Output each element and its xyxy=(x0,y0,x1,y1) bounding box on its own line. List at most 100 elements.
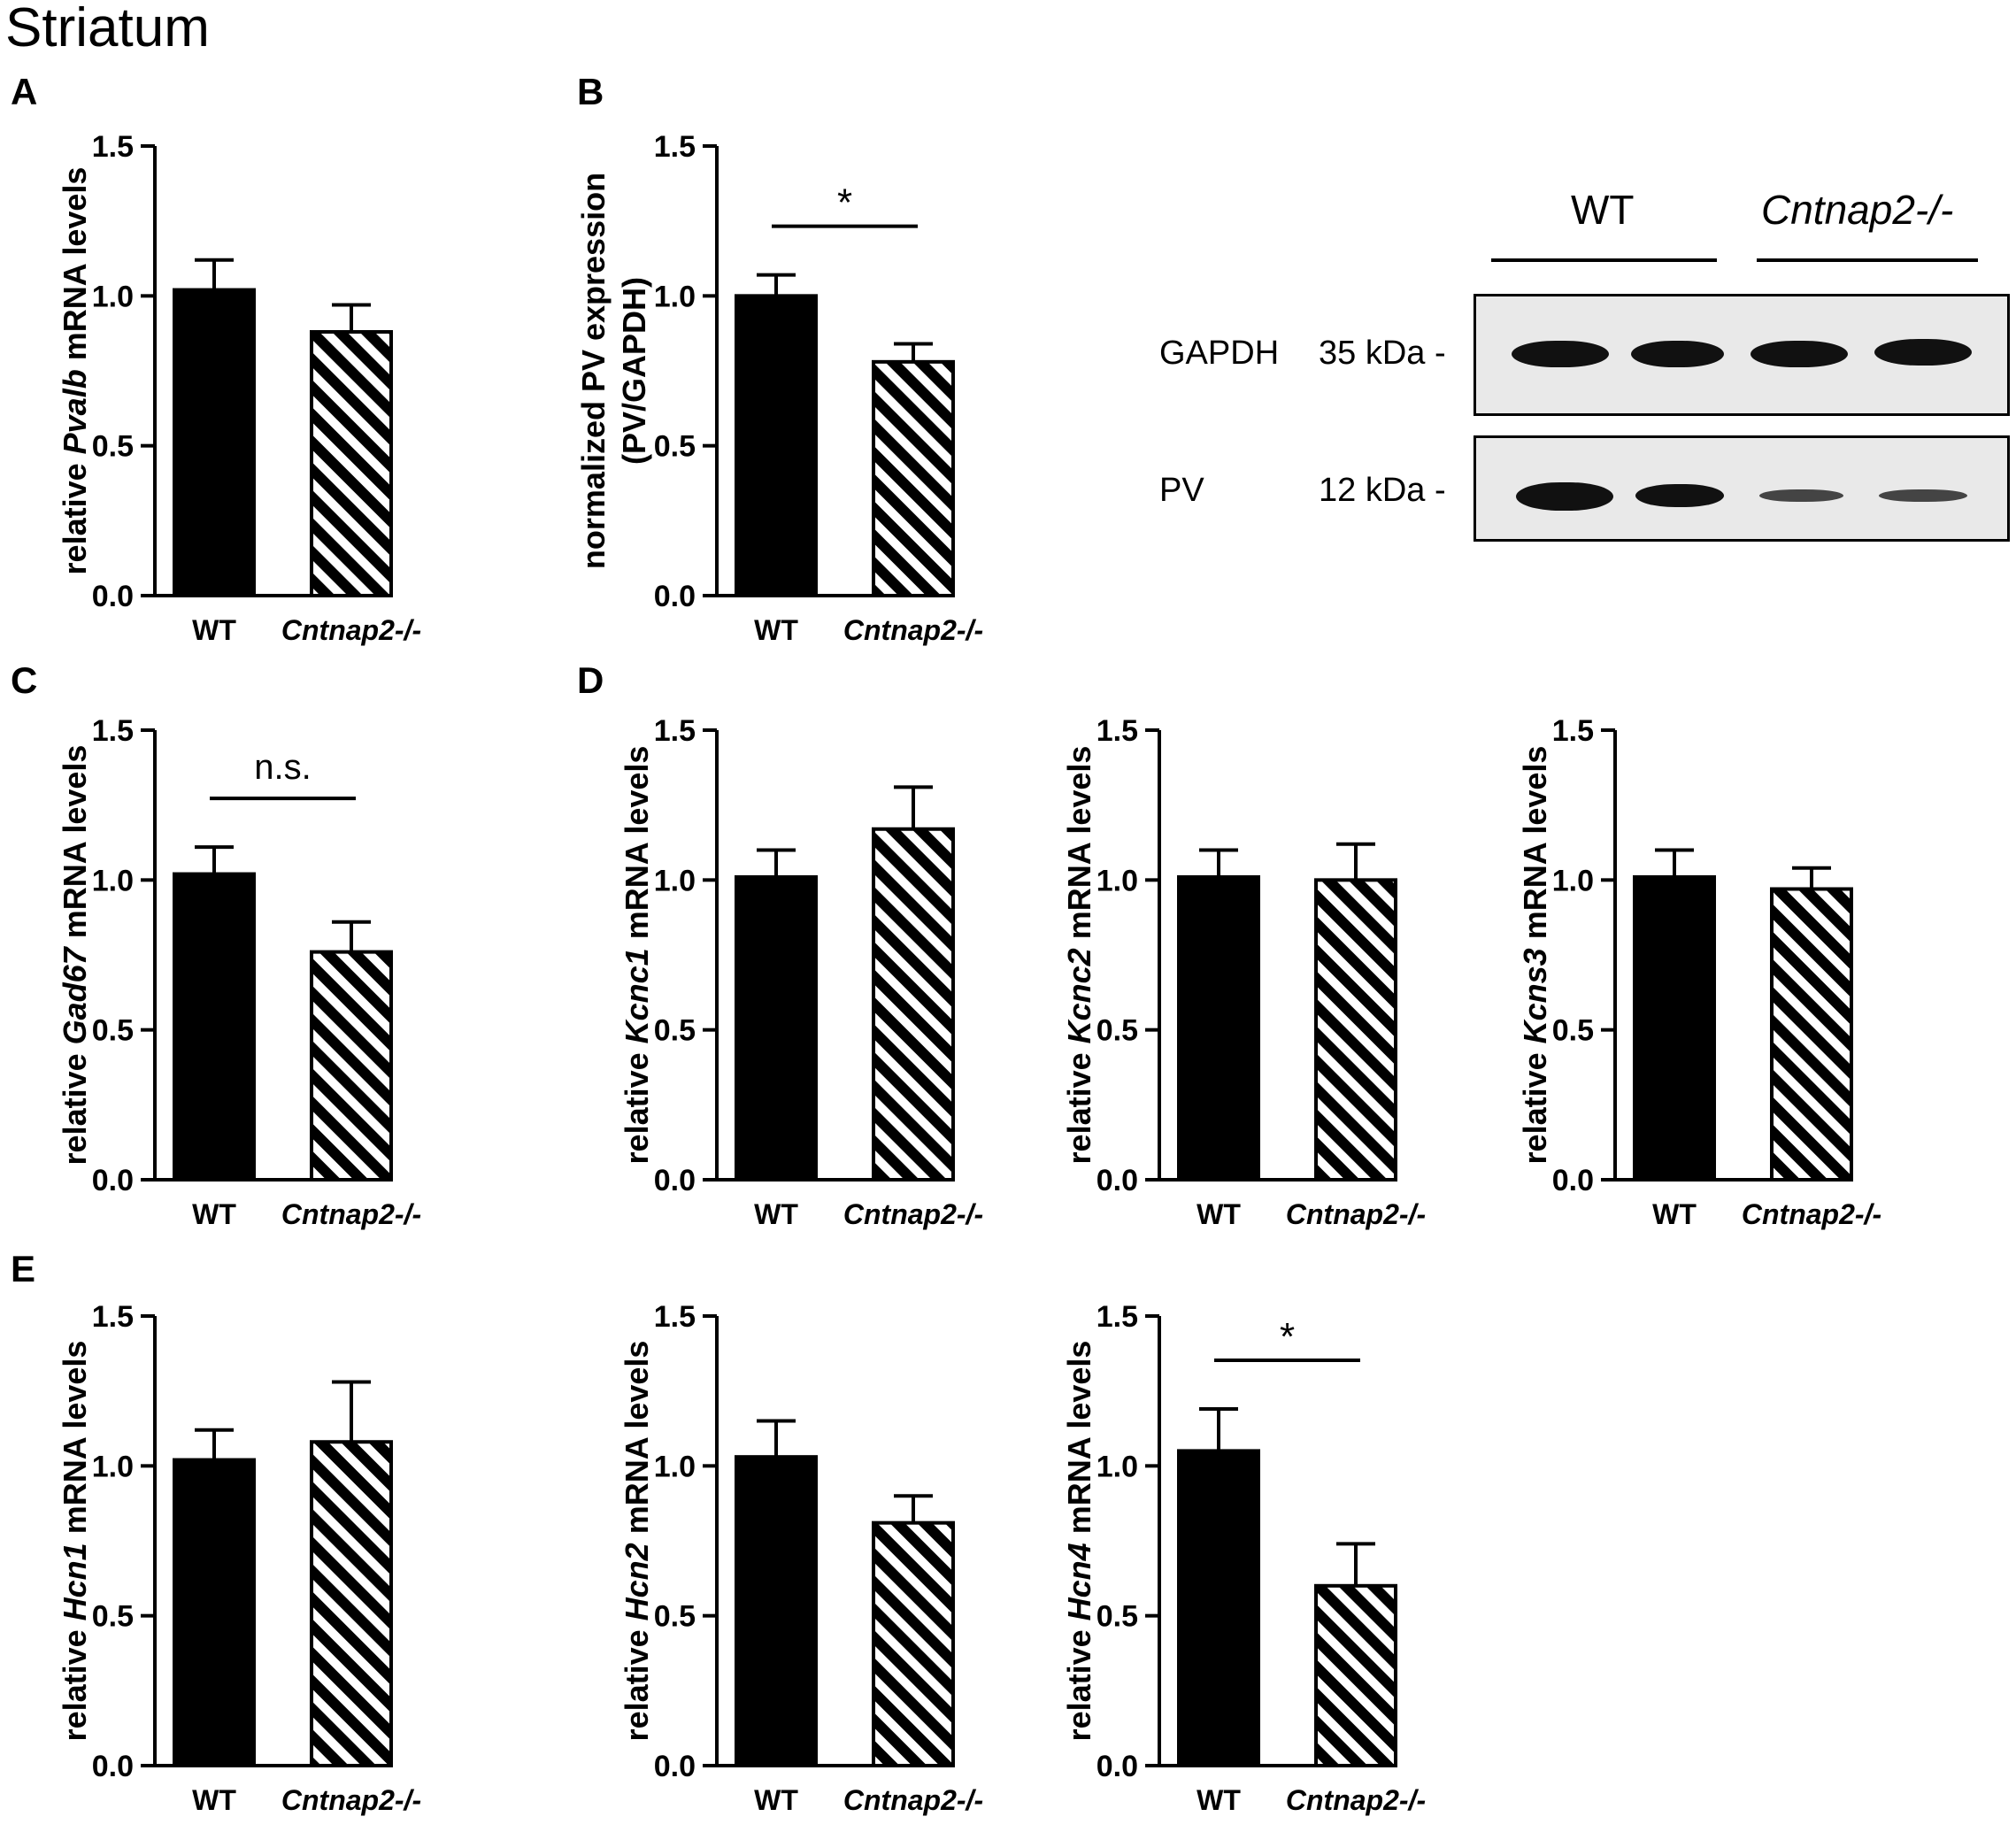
y-axis-label-line2: (PV/GAPDH) xyxy=(616,277,652,465)
bar-wt xyxy=(173,872,256,1182)
y-axis-label-suffix: mRNA levels xyxy=(1061,746,1097,949)
blot-band xyxy=(1516,482,1613,511)
y-axis-label-suffix: mRNA levels xyxy=(1061,1341,1097,1543)
y-tick-label: 1.5 xyxy=(654,130,696,164)
y-axis-label-prefix: relative xyxy=(619,1043,655,1164)
bar-cntnap2 xyxy=(310,329,393,597)
y-tick-label: 1.5 xyxy=(92,714,134,748)
panel-label-e: E xyxy=(11,1248,36,1289)
y-axis-label-prefix: relative xyxy=(1517,1043,1553,1164)
significance-label: * xyxy=(1280,1315,1295,1359)
bar-cntnap2 xyxy=(310,950,393,1182)
bar-chart-0: 0.0 0.5 1.0 1.5 WT Cntnap2-/- relative Pvalb m… xyxy=(57,130,421,646)
y-axis-label-gene: Hcn1 xyxy=(57,1543,93,1620)
x-tick-label: Cntnap2-/- xyxy=(1286,1198,1426,1230)
y-tick-label: 0.0 xyxy=(1096,1164,1138,1197)
y-axis-label-gene: Kcns3 xyxy=(1517,948,1553,1043)
x-tick-label: Cntnap2-/- xyxy=(281,1198,421,1230)
y-tick-label: 0.0 xyxy=(1096,1750,1138,1783)
bar-chart-6: 0.0 0.5 1.0 1.5 WT Cntnap2-/- relative Hcn1 mR… xyxy=(57,1300,421,1816)
y-tick-label: 0.5 xyxy=(654,1600,696,1634)
y-axis-label: relative Kcnc1 mRNA levels xyxy=(619,746,655,1165)
x-tick-label: Cntnap2-/- xyxy=(843,1198,983,1230)
bar-chart-2: 0.0 0.5 1.0 1.5 WT Cntnap2-/- n.s. relative Gad… xyxy=(57,714,421,1230)
bar-cntnap2 xyxy=(872,1520,955,1768)
x-tick-label: WT xyxy=(1652,1198,1697,1230)
y-axis-label-suffix: mRNA levels xyxy=(619,746,655,949)
y-axis-label: relative Kcns3 mRNA levels xyxy=(1517,746,1553,1165)
x-tick-label: Cntnap2-/- xyxy=(1742,1198,1881,1230)
x-tick-label: WT xyxy=(754,614,798,646)
x-tick-label: Cntnap2-/- xyxy=(281,614,421,646)
bar-wt xyxy=(735,1455,818,1767)
blot-band xyxy=(1512,341,1609,367)
y-tick-label: 0.5 xyxy=(92,430,134,464)
x-tick-label: WT xyxy=(192,614,236,646)
bar-cntnap2 xyxy=(872,359,955,597)
significance-label: * xyxy=(837,181,852,225)
figure-heading: Striatum xyxy=(5,0,210,58)
y-tick-label: 0.5 xyxy=(654,1014,696,1048)
y-tick-label: 1.5 xyxy=(92,1300,134,1334)
y-tick-label: 1.0 xyxy=(654,1450,696,1483)
x-tick-label: WT xyxy=(1197,1784,1241,1816)
x-tick-label: WT xyxy=(1197,1198,1241,1230)
y-axis-label-prefix: relative xyxy=(1061,1043,1097,1164)
y-axis-label-gene: Kcnc2 xyxy=(1061,948,1097,1043)
y-tick-label: 0.0 xyxy=(654,580,696,613)
y-axis-label-suffix: mRNA levels xyxy=(1517,746,1553,949)
bar-cntnap2 xyxy=(1314,1583,1397,1768)
blot-marker-12kda: 12 kDa - xyxy=(1319,472,1446,509)
bar-wt xyxy=(173,288,256,597)
y-tick-label: 1.0 xyxy=(654,864,696,897)
blot-band xyxy=(1759,489,1843,502)
blot-band xyxy=(1879,489,1967,502)
bar-wt xyxy=(1177,1449,1260,1768)
bar-chart-4: 0.0 0.5 1.0 1.5 WT Cntnap2-/- relative Kcnc2 m… xyxy=(1061,714,1426,1230)
blot-band xyxy=(1635,484,1724,507)
y-tick-label: 0.5 xyxy=(654,430,696,464)
y-axis-label-gene: Hcn4 xyxy=(1061,1543,1097,1620)
y-tick-label: 1.0 xyxy=(1096,1450,1138,1483)
bar-wt xyxy=(1633,874,1716,1182)
y-axis-label-suffix: mRNA levels xyxy=(619,1341,655,1543)
panel-label-d: D xyxy=(577,659,604,701)
x-tick-label: Cntnap2-/- xyxy=(843,614,983,646)
y-axis-label-gene: Pvalb xyxy=(57,369,93,454)
y-axis-label-gene: Hcn2 xyxy=(619,1543,655,1620)
y-axis-label-prefix: relative xyxy=(57,1044,93,1165)
significance-label: n.s. xyxy=(254,748,311,787)
bar-wt xyxy=(173,1458,256,1768)
y-tick-label: 1.5 xyxy=(1552,714,1594,748)
bar-wt xyxy=(735,874,818,1182)
x-tick-label: Cntnap2-/- xyxy=(843,1784,983,1816)
blot-lane-line-cntnap2 xyxy=(1757,258,1978,262)
y-tick-label: 0.0 xyxy=(92,580,134,613)
bar-cntnap2 xyxy=(310,1440,393,1767)
y-axis-label: relative Pvalb mRNA levels xyxy=(57,167,93,575)
y-tick-label: 1.5 xyxy=(1096,1300,1138,1334)
y-tick-label: 1.5 xyxy=(654,714,696,748)
x-tick-label: WT xyxy=(754,1784,798,1816)
y-tick-label: 1.5 xyxy=(92,130,134,164)
bar-cntnap2 xyxy=(1314,878,1397,1182)
x-tick-label: WT xyxy=(754,1198,798,1230)
bar-cntnap2 xyxy=(872,827,955,1182)
blot-protein-pv: PV xyxy=(1159,472,1204,509)
y-axis-label-suffix: mRNA levels xyxy=(57,745,93,948)
y-tick-label: 0.5 xyxy=(1096,1600,1138,1634)
bar-cntnap2 xyxy=(1770,887,1853,1182)
y-axis-label-suffix: mRNA levels xyxy=(57,1341,93,1543)
blot-membrane-pv xyxy=(1474,435,2010,542)
y-tick-label: 0.5 xyxy=(1096,1014,1138,1048)
y-tick-label: 1.0 xyxy=(1096,864,1138,897)
y-tick-label: 0.5 xyxy=(92,1014,134,1048)
bar-chart-3: 0.0 0.5 1.0 1.5 WT Cntnap2-/- relative Kcnc1 m… xyxy=(619,714,983,1230)
y-tick-label: 1.0 xyxy=(654,280,696,313)
blot-marker-35kda: 35 kDa - xyxy=(1319,335,1446,372)
blot-membrane-gapdh xyxy=(1474,294,2010,416)
y-tick-label: 1.0 xyxy=(92,280,134,313)
panel-label-a: A xyxy=(11,71,38,112)
blot-lane-line-wt xyxy=(1491,258,1717,262)
